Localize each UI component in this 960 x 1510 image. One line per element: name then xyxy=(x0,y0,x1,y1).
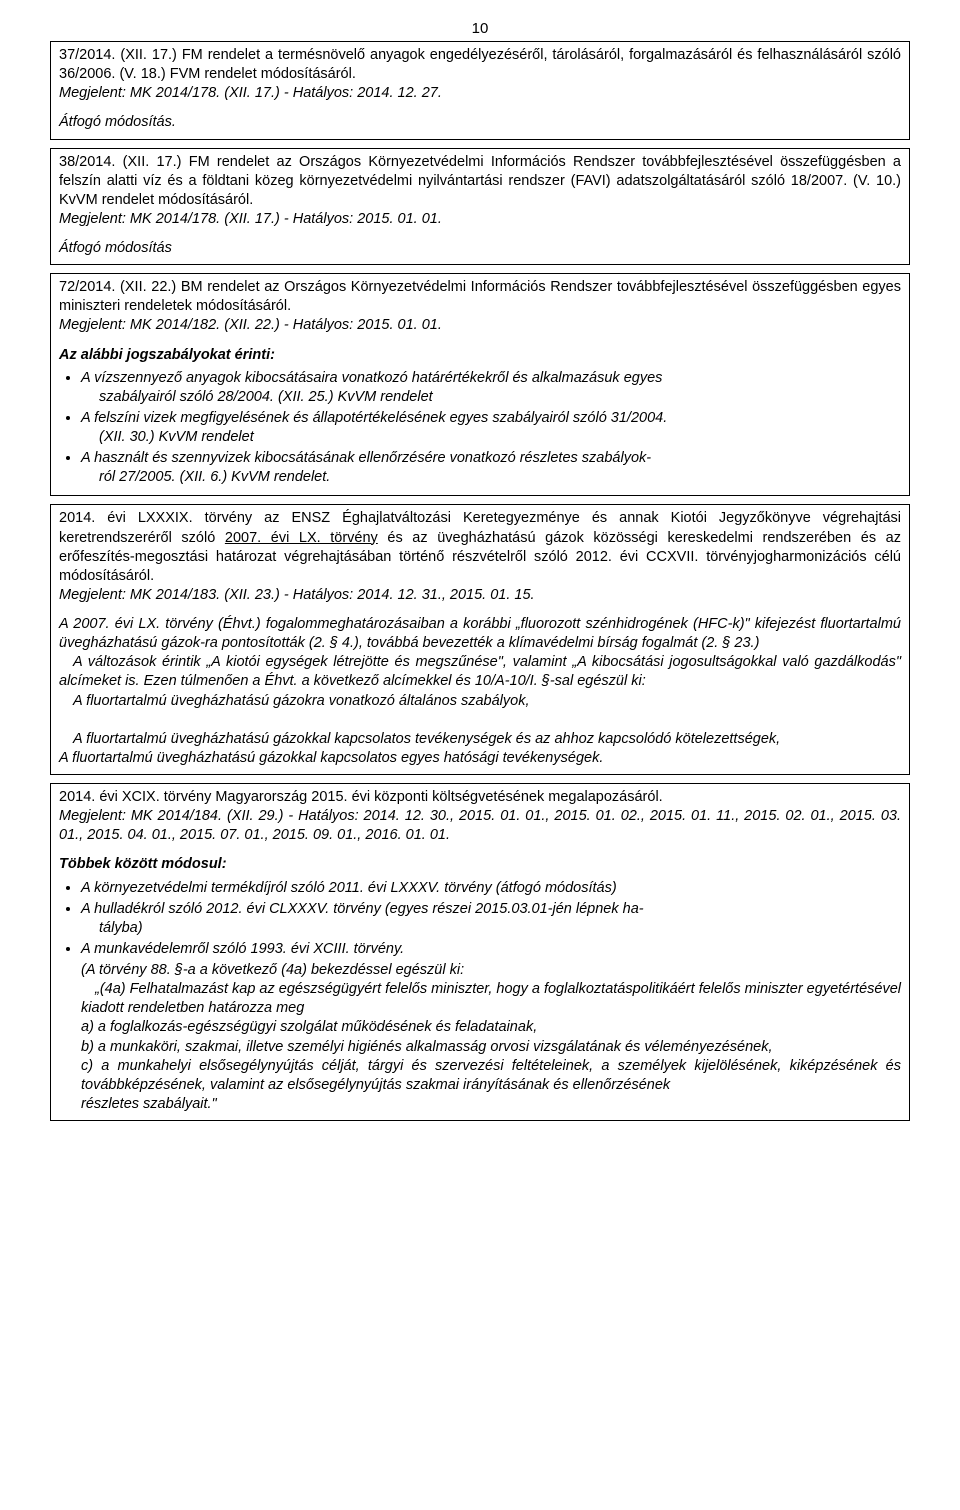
reg-title: 37/2014. (XII. 17.) FM rendelet a termés… xyxy=(59,46,901,84)
reg-title: 72/2014. (XII. 22.) BM rendelet az Orszá… xyxy=(59,278,901,316)
reg-note: Átfogó módosítás xyxy=(59,239,901,258)
reg-box-72-2014: 72/2014. (XII. 22.) BM rendelet az Orszá… xyxy=(50,273,910,496)
law-title-link: 2007. évi LX. törvény xyxy=(225,530,378,546)
reg-title: 38/2014. (XII. 17.) FM rendelet az Orszá… xyxy=(59,153,901,210)
law-para: A változások érintik „A kiotói egységek … xyxy=(59,653,901,691)
modifies-heading: Többek között módosul: xyxy=(59,855,901,874)
list-text: A használt és szennyvizek kibocsátásának… xyxy=(81,450,651,466)
reg-published: Megjelent: MK 2014/178. (XII. 17.) - Hat… xyxy=(59,84,901,103)
law-para-text: A fluortartalmú üvegházhatású gázokra vo… xyxy=(59,693,529,709)
affects-list: A vízszennyező anyagok kibocsátásaira vo… xyxy=(59,369,901,488)
law-para: „(4a) Felhatalmazást kap az egészségügyé… xyxy=(59,980,901,1018)
reg-box-37-2014: 37/2014. (XII. 17.) FM rendelet a termés… xyxy=(50,41,910,140)
law-para: c) a munkahelyi elsősegélynyújtás célját… xyxy=(59,1057,901,1095)
list-text: A felszíni vizek megfigyelésének és álla… xyxy=(81,410,667,426)
law-para: (A törvény 88. §-a a következő (4a) beke… xyxy=(59,961,901,980)
law-title: 2014. évi LXXXIX. törvény az ENSZ Éghajl… xyxy=(59,509,901,586)
law-para: a) a foglalkozás-egészségügyi szolgálat … xyxy=(59,1018,901,1037)
list-item: A használt és szennyvizek kibocsátásának… xyxy=(81,449,901,487)
law-title: 2014. évi XCIX. törvény Magyarország 201… xyxy=(59,788,901,807)
law-para: A fluortartalmú üvegházhatású gázokra vo… xyxy=(59,692,901,711)
affects-heading: Az alábbi jogszabályokat érinti: xyxy=(59,346,901,365)
law-para-text: A változások érintik „A kiotói egységek … xyxy=(59,654,901,689)
law-para-text: A fluortartalmú üvegházhatású gázokkal k… xyxy=(59,730,901,749)
reg-box-38-2014: 38/2014. (XII. 17.) FM rendelet az Orszá… xyxy=(50,148,910,266)
list-item: A környezetvédelmi termékdíjról szóló 20… xyxy=(81,879,901,898)
law-para: A fluortartalmú üvegházhatású gázokkal k… xyxy=(59,711,901,749)
law-box-xcix: 2014. évi XCIX. törvény Magyarország 201… xyxy=(50,783,910,1121)
list-text: A vízszennyező anyagok kibocsátásaira vo… xyxy=(81,370,662,386)
page-number: 10 xyxy=(50,20,910,37)
list-item: A vízszennyező anyagok kibocsátásaira vo… xyxy=(81,369,901,407)
law-para: b) a munkaköri, szakmai, illetve személy… xyxy=(59,1038,901,1057)
reg-published: Megjelent: MK 2014/182. (XII. 22.) - Hat… xyxy=(59,316,901,335)
law-para: A fluortartalmú üvegházhatású gázokkal k… xyxy=(59,749,901,768)
list-text: A hulladékról szóló 2012. évi CLXXXV. tö… xyxy=(81,901,644,917)
reg-published: Megjelent: MK 2014/178. (XII. 17.) - Hat… xyxy=(59,210,901,229)
modifies-list: A környezetvédelmi termékdíjról szóló 20… xyxy=(59,879,901,960)
list-text-cont: ról 27/2005. (XII. 6.) KvVM rendelet. xyxy=(81,468,901,487)
list-item: A hulladékról szóló 2012. évi CLXXXV. tö… xyxy=(81,900,901,938)
list-text-cont: szabályairól szóló 28/2004. (XII. 25.) K… xyxy=(81,388,901,407)
list-text-cont: tályba) xyxy=(81,919,901,938)
list-item: A felszíni vizek megfigyelésének és álla… xyxy=(81,409,901,447)
list-text-cont: (XII. 30.) KvVM rendelet xyxy=(81,428,901,447)
law-para: A 2007. évi LX. törvény (Éhvt.) fogalomm… xyxy=(59,615,901,653)
law-para-text xyxy=(59,712,73,728)
reg-note: Átfogó módosítás. xyxy=(59,113,901,132)
law-para: részletes szabályait." xyxy=(59,1095,901,1114)
law-published: Megjelent: MK 2014/184. (XII. 29.) - Hat… xyxy=(59,807,901,845)
document-page: 10 37/2014. (XII. 17.) FM rendelet a ter… xyxy=(50,0,910,1169)
law-published: Megjelent: MK 2014/183. (XII. 23.) - Hat… xyxy=(59,586,901,605)
list-item: A munkavédelemről szóló 1993. évi XCIII.… xyxy=(81,940,901,959)
law-box-lxxxix: 2014. évi LXXXIX. törvény az ENSZ Éghajl… xyxy=(50,504,910,775)
